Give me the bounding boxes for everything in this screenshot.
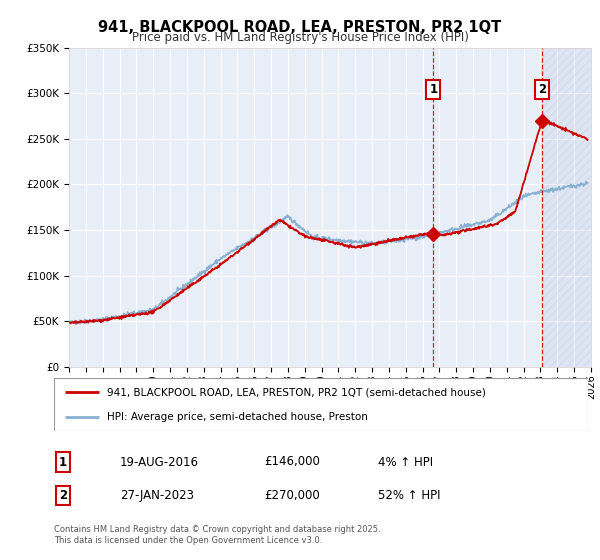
Text: Contains HM Land Registry data © Crown copyright and database right 2025.: Contains HM Land Registry data © Crown c… (54, 525, 380, 534)
Text: This data is licensed under the Open Government Licence v3.0.: This data is licensed under the Open Gov… (54, 536, 322, 545)
Text: 941, BLACKPOOL ROAD, LEA, PRESTON, PR2 1QT: 941, BLACKPOOL ROAD, LEA, PRESTON, PR2 1… (98, 20, 502, 35)
Text: 2: 2 (538, 82, 546, 96)
Text: 19-AUG-2016: 19-AUG-2016 (120, 455, 199, 469)
FancyBboxPatch shape (54, 378, 588, 431)
Text: 1: 1 (59, 455, 67, 469)
Text: 4% ↑ HPI: 4% ↑ HPI (378, 455, 433, 469)
Text: £270,000: £270,000 (264, 489, 320, 502)
Text: 941, BLACKPOOL ROAD, LEA, PRESTON, PR2 1QT (semi-detached house): 941, BLACKPOOL ROAD, LEA, PRESTON, PR2 1… (107, 388, 486, 398)
Text: 2: 2 (59, 489, 67, 502)
Text: 27-JAN-2023: 27-JAN-2023 (120, 489, 194, 502)
Text: £146,000: £146,000 (264, 455, 320, 469)
Text: 1: 1 (430, 82, 437, 96)
Text: Price paid vs. HM Land Registry's House Price Index (HPI): Price paid vs. HM Land Registry's House … (131, 31, 469, 44)
Text: 52% ↑ HPI: 52% ↑ HPI (378, 489, 440, 502)
Text: HPI: Average price, semi-detached house, Preston: HPI: Average price, semi-detached house,… (107, 412, 368, 422)
Bar (542, 48, 591, 367)
